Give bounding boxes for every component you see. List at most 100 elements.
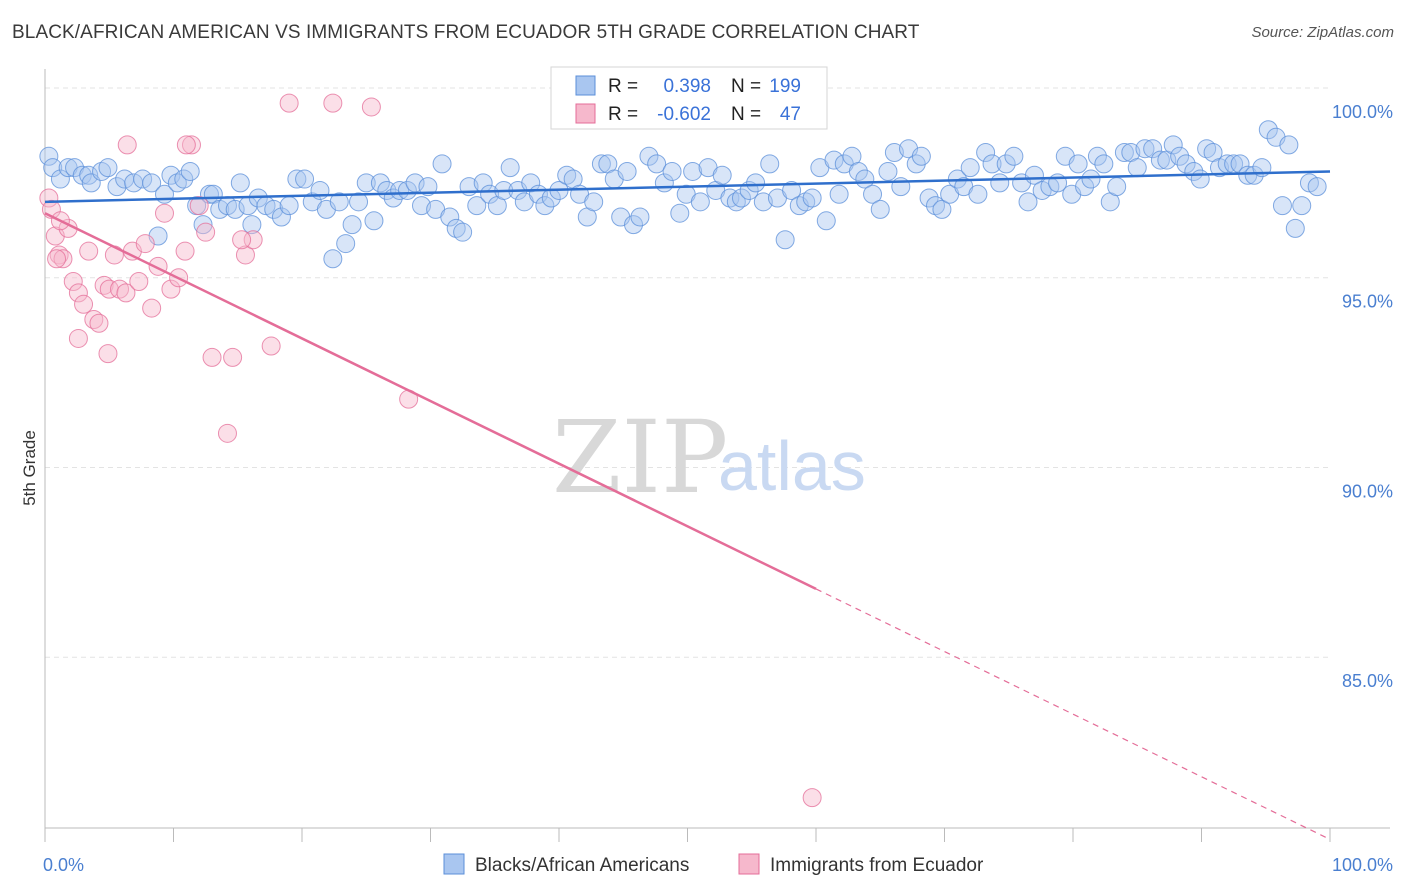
stats-blue-r-value: 0.398 [663,76,711,97]
watermark: ZIP atlas [552,399,866,516]
data-point-ecuador [79,241,99,261]
trend-lines [44,170,1331,840]
data-point-blacks [926,196,946,216]
data-point-blacks [432,154,452,174]
data-point-blacks [310,180,330,200]
data-point-blacks [775,230,795,250]
data-point-blacks [453,222,473,242]
data-point-ecuador [47,249,67,269]
data-point-blacks [1244,165,1264,185]
data-point-ecuador [68,283,88,303]
data-point-ecuador [181,135,201,155]
stats-blue-n-label: N = [731,76,761,97]
data-point-ecuador [361,97,381,117]
stats-pink-r-label: R = [608,104,638,125]
data-point-blacks [467,196,487,216]
data-point-ecuador [189,196,209,216]
y-tick-label: 90.0% [1342,481,1393,501]
data-point-blacks [919,188,939,208]
data-point-blacks [264,199,284,219]
data-point-blacks [796,192,816,212]
data-point-blacks [932,199,952,219]
data-point-blacks [848,161,868,181]
legend-pink-label: Immigrants from Ecuador [770,855,984,876]
trend-line-ecuador [44,212,817,591]
trend-line-ecuador-extrapolated [815,588,1331,840]
data-point-blacks [720,188,740,208]
data-point-ecuador [117,135,137,155]
data-point-blacks [193,215,213,235]
data-point-blacks [630,207,650,227]
data-point-blacks [180,161,200,181]
data-point-ecuador [196,222,216,242]
data-point-blacks [584,192,604,212]
source-credit: Source: ZipAtlas.com [1251,24,1394,41]
data-point-blacks [323,249,343,269]
data-point-blacks [647,154,667,174]
data-point-blacks [295,169,315,189]
data-point-blacks [712,165,732,185]
data-point-blacks [174,169,194,189]
trend-line-blacks [44,170,1331,204]
data-point-blacks [1107,177,1127,197]
data-point-blacks [746,173,766,193]
data-point-blacks [370,173,390,193]
data-point-blacks [911,146,931,166]
axes [44,69,1390,842]
data-point-blacks [446,218,466,238]
watermark-atlas: atlas [718,427,866,505]
data-point-ecuador [89,313,109,333]
data-point-blacks [39,146,59,166]
legend-pink-swatch [738,853,760,875]
data-point-blacks [782,180,802,200]
data-point-blacks [418,177,438,197]
data-point-ecuador [176,135,196,155]
data-point-blacks [878,161,898,181]
data-point-blacks [760,154,780,174]
legend-blue-label: Blacks/African Americans [475,855,689,876]
data-point-blacks [1190,169,1210,189]
data-point-ecuador [63,272,83,292]
data-point-blacks [1004,146,1024,166]
stats-pink-n-value: 47 [780,104,801,125]
data-point-blacks [1292,196,1312,216]
data-point-ecuador [110,279,130,299]
stats-pink-n-label: N = [731,104,761,125]
data-point-ecuador [49,245,69,265]
data-point-blacks [960,158,980,178]
data-point-blacks [412,196,432,216]
data-point-blacks [731,188,751,208]
data-point-blacks [342,215,362,235]
data-point-blacks [870,199,890,219]
data-point-blacks [1258,120,1278,140]
data-point-ecuador [104,245,124,265]
stats-blue-r-label: R = [608,76,638,97]
data-point-blacks [1127,158,1147,178]
data-point-blacks [617,161,637,181]
data-point-ecuador [217,423,237,443]
data-point-blacks [1143,139,1163,159]
data-point-blacks [1170,146,1190,166]
data-point-blacks [480,184,500,204]
data-point-blacks [863,184,883,204]
data-point-blacks [884,142,904,162]
data-point-ecuador [116,283,136,303]
watermark-zip: ZIP [552,399,728,516]
y-tick-label: 95.0% [1342,292,1393,312]
data-point-ecuador [279,93,299,113]
data-point-blacks [990,173,1010,193]
data-point-ecuador [232,230,252,250]
data-point-ecuador [175,241,195,261]
data-point-blacks [824,150,844,170]
stats-blue-n-value: 199 [769,76,801,97]
x-tick-label-min: 0.0% [43,855,84,875]
data-point-blacks [753,192,773,212]
data-point-ecuador [94,275,114,295]
data-point-ecuador [235,245,255,265]
data-point-blacks [271,207,291,227]
stats-pink-swatch [575,103,596,124]
y-tick-label: 100.0% [1332,102,1393,122]
data-point-blacks [356,173,376,193]
data-point-blacks [43,158,63,178]
